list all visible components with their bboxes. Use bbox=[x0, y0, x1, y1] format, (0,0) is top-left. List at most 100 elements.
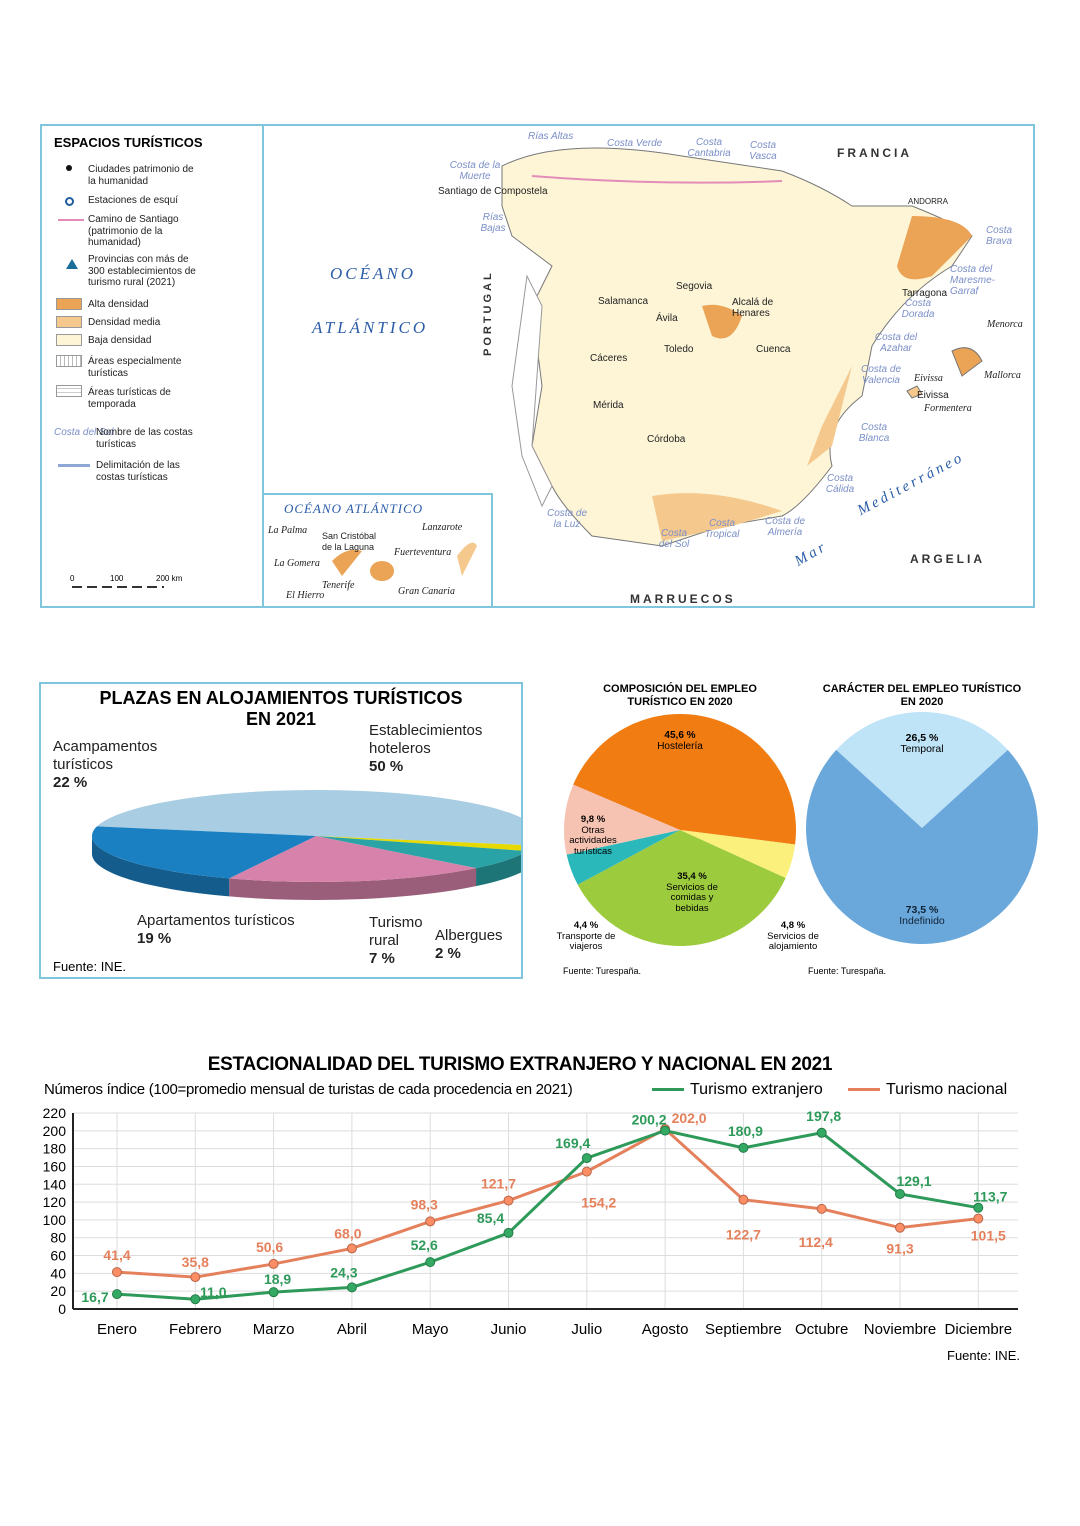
x-tick-label: Octubre bbox=[795, 1321, 848, 1338]
plazas-chart: PLAZAS EN ALOJAMIENTOS TURÍSTICOS EN 202… bbox=[39, 682, 523, 979]
chart-title: COMPOSICIÓN DEL EMPLEO TURÍSTICO EN 2020 bbox=[603, 683, 757, 708]
data-label: 154,2 bbox=[581, 1195, 616, 1211]
coast-label: Costa Blanca bbox=[858, 422, 890, 444]
canarias-inset-border bbox=[262, 493, 493, 606]
data-label: 121,7 bbox=[481, 1176, 516, 1192]
legend-nacional: Turismo nacional bbox=[848, 1081, 1007, 1099]
city-label: Tarragona bbox=[902, 288, 948, 299]
data-label: 52,6 bbox=[411, 1237, 438, 1253]
data-label: 122,7 bbox=[726, 1227, 761, 1243]
data-point bbox=[112, 1267, 122, 1278]
scale-0: 0 bbox=[70, 574, 75, 583]
island-label: Eivissa bbox=[914, 373, 943, 384]
data-label: 16,7 bbox=[81, 1289, 108, 1305]
data-point bbox=[190, 1294, 201, 1305]
pie-slice-side bbox=[229, 868, 477, 900]
legend-item: Camino de Santiago (patrimonio de la hum… bbox=[88, 214, 179, 248]
data-point bbox=[346, 1243, 357, 1254]
data-point bbox=[425, 1216, 436, 1227]
scale-bar bbox=[72, 586, 164, 588]
tourism-map: ESPACIOS TURÍSTICOS Ciudades patrimonio … bbox=[40, 124, 1035, 608]
coast-label: Costa de Almería bbox=[764, 516, 806, 538]
x-tick-label: Julio bbox=[571, 1321, 602, 1338]
portugal-border bbox=[511, 274, 553, 508]
data-point bbox=[503, 1227, 514, 1238]
slice-label: Turismo rural 7 % bbox=[369, 914, 423, 967]
swatch-temporada bbox=[56, 385, 82, 397]
pink-line-icon bbox=[58, 219, 84, 221]
data-label: 91,3 bbox=[886, 1241, 913, 1257]
data-point bbox=[112, 1289, 122, 1300]
coast-label: Costa del Azahar bbox=[874, 332, 918, 354]
pie-slice-top bbox=[316, 836, 521, 869]
pie-slice-side bbox=[476, 854, 521, 887]
slice-label: 35,4 % Servicios de comidas y bebidas bbox=[666, 871, 718, 914]
x-tick-label: Abril bbox=[337, 1321, 367, 1338]
y-tick-label: 140 bbox=[43, 1176, 67, 1192]
data-label: 41,4 bbox=[103, 1247, 130, 1263]
country-label: MARRUECOS bbox=[630, 592, 736, 606]
source-note: Fuente: INE. bbox=[947, 1348, 1020, 1363]
fuerteventura-island bbox=[457, 542, 477, 576]
data-label: 101,5 bbox=[971, 1228, 1006, 1244]
coast-label: Rías Altas bbox=[528, 131, 574, 142]
slice-label: Albergues 2 % bbox=[435, 927, 503, 962]
legend-item: Delimitación de las costas turísticas bbox=[96, 460, 180, 483]
data-label: 200,2 bbox=[632, 1112, 667, 1128]
legend-line-icon bbox=[848, 1088, 880, 1092]
coast-label: Costa Verde bbox=[607, 138, 663, 149]
data-point bbox=[738, 1142, 749, 1153]
island-label: Formentera bbox=[924, 403, 972, 414]
legend-item: Provincias con más de 300 establecimient… bbox=[88, 254, 196, 288]
city-label: Santiago de Compostela bbox=[438, 186, 548, 197]
data-point bbox=[190, 1272, 201, 1283]
coast-label: Costa de Valencia bbox=[860, 364, 902, 386]
pie-slice bbox=[806, 749, 1038, 944]
pie-slice bbox=[566, 830, 680, 885]
y-tick-label: 200 bbox=[43, 1123, 67, 1139]
island-label: Menorca bbox=[987, 319, 1023, 330]
pie-slice bbox=[573, 714, 796, 845]
slice-label: 45,6 % Hostelería bbox=[657, 730, 703, 752]
canarias-title: OCÉANO ATLÁNTICO bbox=[284, 501, 424, 516]
andalusia-coast bbox=[652, 493, 782, 541]
swatch-baja bbox=[56, 334, 82, 346]
coast-label: Costa de la Luz bbox=[546, 508, 588, 530]
city-label: Córdoba bbox=[647, 434, 686, 445]
data-label: 35,8 bbox=[182, 1254, 209, 1270]
legend-item: Estaciones de esquí bbox=[88, 195, 179, 206]
island-label: Gran Canaria bbox=[398, 586, 455, 597]
legend-item: Ciudades patrimonio de la humanidad bbox=[88, 164, 194, 187]
coast-label: Costa Dorada bbox=[901, 298, 935, 320]
slice-label: Apartamentos turísticos 19 % bbox=[137, 912, 295, 947]
pie-slice bbox=[836, 712, 1008, 828]
data-label: 169,4 bbox=[555, 1135, 590, 1151]
data-label: 11,0 bbox=[200, 1284, 227, 1300]
data-point bbox=[895, 1188, 905, 1199]
scale-200: 200 km bbox=[156, 574, 183, 583]
coast-label: Costa Cantabria bbox=[687, 137, 731, 159]
slice-label: 26,5 % Temporal bbox=[900, 732, 944, 755]
data-point bbox=[503, 1195, 514, 1206]
coast-label: Costa Cálida bbox=[825, 473, 855, 495]
slice-label: Establecimientos hoteleros 50 % bbox=[369, 722, 483, 775]
data-label: 112,4 bbox=[799, 1234, 833, 1250]
swatch-especial bbox=[56, 355, 82, 367]
country-label: ARGELIA bbox=[910, 552, 985, 566]
pie-slice-top bbox=[96, 790, 521, 845]
ocean-label: OCÉANO bbox=[330, 264, 416, 283]
y-tick-label: 60 bbox=[50, 1248, 66, 1264]
slice-label: 73,5 % Indefinido bbox=[899, 904, 945, 927]
data-point bbox=[660, 1125, 671, 1136]
data-label: 85,4 bbox=[477, 1210, 504, 1226]
swatch-media bbox=[56, 316, 82, 328]
coast-label: Costa Tropical bbox=[704, 518, 740, 540]
legend-line-icon bbox=[652, 1088, 684, 1092]
pie-slice bbox=[577, 830, 786, 946]
island-label: Mallorca bbox=[984, 370, 1021, 381]
legend-item: Áreas especialmente turísticas bbox=[88, 356, 182, 379]
city-label: Cuenca bbox=[756, 344, 791, 355]
city-label: Ávila bbox=[656, 313, 678, 324]
